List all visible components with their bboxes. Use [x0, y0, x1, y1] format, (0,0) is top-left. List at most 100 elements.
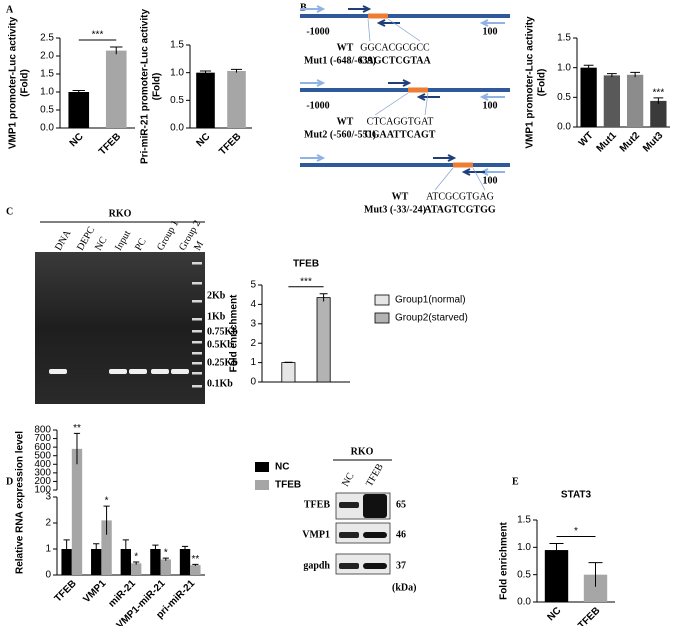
blot-band [339, 563, 359, 569]
bar [316, 297, 331, 383]
panel-label: A [6, 4, 14, 15]
significance-label: * [164, 548, 168, 559]
legend-label: NC [275, 462, 289, 473]
bar [179, 549, 191, 575]
ladder-band [192, 352, 202, 355]
error-bar [192, 563, 199, 566]
error-bar [606, 73, 617, 78]
blot-lane-label: TFEB [364, 462, 386, 489]
mut-sequence: CGAATTCAGT [365, 129, 436, 140]
primer-arrow [376, 19, 400, 27]
gel-marker-label: 0.75Kb [207, 326, 238, 337]
error-bar [93, 543, 100, 555]
bar [61, 549, 72, 575]
chart-title: STAT3 [561, 490, 592, 501]
primer-arrow [300, 79, 326, 87]
blot-lane-label: NC [340, 471, 357, 489]
y-tick-label: 800 [34, 425, 51, 436]
bar [160, 559, 171, 575]
panel-label: D [6, 476, 13, 487]
error-bar [73, 432, 81, 465]
gel-band [109, 369, 127, 374]
y-tick-label: 400 [34, 459, 51, 470]
ladder-band [192, 318, 202, 321]
bar [544, 550, 569, 602]
y-tick-label: 1.0 [170, 67, 184, 78]
significance-label: ** [73, 423, 81, 434]
y-axis-label: Fold enrichment [229, 294, 240, 372]
bar [150, 549, 161, 575]
y-tick-label: 0.0 [40, 123, 54, 134]
ladder-band [192, 282, 202, 285]
x-tick-label: TFEB [53, 578, 79, 604]
legend-label: TFEB [275, 480, 301, 491]
panel-label: B [300, 2, 307, 13]
bar [105, 50, 127, 128]
blot-band [339, 502, 359, 508]
y-axis-label: Pri-miR-21 promoter-Luc activity [140, 9, 151, 164]
primer-arrow [433, 154, 457, 162]
y-tick-label: 1 [250, 357, 256, 368]
error-bar [630, 71, 641, 78]
bar [196, 72, 215, 128]
primer-arrow [479, 19, 505, 27]
gel-marker-label: 0.25Kb [207, 357, 238, 368]
x-tick-label: Mut3 [641, 130, 666, 155]
legend-swatch [374, 312, 390, 324]
mut-sequence: CAGCTCGTAA [359, 55, 431, 66]
x-tick-label: NC [68, 131, 86, 149]
gel-lane-label: NC [93, 235, 110, 253]
primer-arrow [300, 154, 326, 162]
y-axis-label: (Fold) [152, 73, 163, 101]
significance-label: * [105, 496, 109, 507]
y-tick-label: 500 [34, 450, 51, 461]
x-tick-label: NC [545, 605, 563, 623]
x-tick-label: Mut1 [595, 130, 620, 155]
position-label: 100 [483, 26, 498, 37]
blot-protein: gapdh [303, 560, 330, 571]
y-axis-label: VMP1 promoter-Luc activity [8, 16, 19, 149]
ladder-band [192, 372, 202, 375]
blot-unit: (kDa) [392, 582, 416, 593]
blot-cell-line: RKO [351, 446, 374, 457]
position-label: -1000 [306, 100, 329, 111]
y-tick-label: 0.5 [40, 105, 54, 116]
bar [603, 75, 621, 127]
bar [227, 71, 246, 128]
significance-label: ** [191, 554, 199, 565]
panel-label: C [6, 206, 13, 217]
mutation-site [408, 87, 428, 93]
primer-arrow [479, 168, 505, 176]
error-bar [162, 557, 169, 561]
connector [434, 167, 486, 191]
blot-size: 65 [396, 499, 406, 510]
gel-lane-label: Input [113, 229, 133, 253]
error-bar [122, 539, 129, 559]
mutation-site [368, 13, 388, 19]
blot-size: 46 [396, 529, 406, 540]
blot-protein: TFEB [304, 499, 330, 510]
y-tick-label: 0.0 [517, 597, 531, 608]
y-tick-label: 1.0 [557, 62, 571, 73]
bar [626, 74, 644, 127]
legend-label: Group1(normal) [395, 295, 466, 306]
blot-band [339, 532, 359, 538]
y-tick-label: 1.0 [517, 542, 531, 553]
ladder-band [192, 262, 202, 265]
x-tick-label: Mut2 [618, 130, 643, 155]
position-label: 100 [483, 175, 498, 186]
y-tick-label: 2 [250, 338, 256, 349]
significance-label: * [574, 526, 578, 537]
gel-band [151, 369, 169, 374]
wt-sequence: GGCACGCGCC [360, 42, 430, 53]
error-bar [319, 293, 328, 302]
error-bar [110, 46, 123, 55]
bar [68, 92, 90, 128]
error-bar [549, 543, 564, 557]
error-bar [63, 539, 70, 559]
y-tick-label: 0 [250, 377, 256, 388]
gel-band [171, 369, 189, 374]
chart-title: TFEB [293, 259, 319, 270]
bar [281, 362, 296, 383]
